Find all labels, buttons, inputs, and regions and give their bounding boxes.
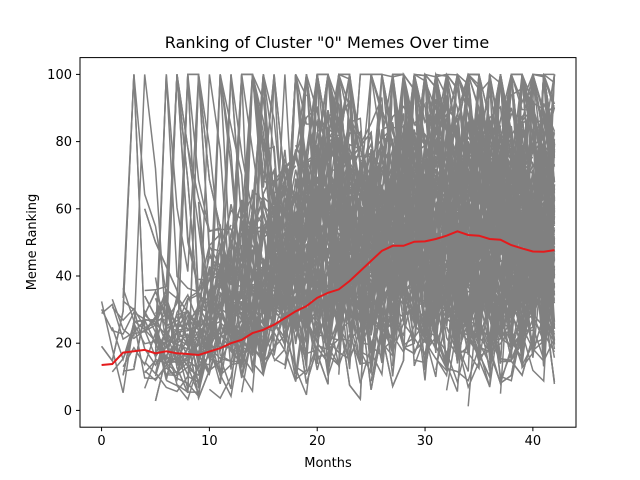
meme-line: [251, 130, 394, 355]
y-axis: 0 20 40 60 80 100: [47, 68, 80, 419]
meme-lines: [100, 71, 556, 407]
meme-line: [154, 215, 329, 378]
plot-area: [100, 71, 556, 407]
y-axis-label: Meme Ranking: [25, 194, 40, 291]
x-axis: 0 10 20 30 40: [97, 427, 541, 449]
meme-line: [230, 157, 556, 371]
x-axis-label: Months: [304, 456, 352, 471]
meme-line: [316, 74, 556, 356]
x-tick-label: 10: [201, 434, 218, 449]
y-tick-label: 80: [55, 135, 72, 150]
meme-line: [101, 74, 556, 385]
meme-line: [391, 74, 556, 314]
y-tick-label: 40: [55, 270, 72, 285]
x-tick-label: 20: [309, 434, 326, 449]
chart-title: Ranking of Cluster "0" Memes Over time: [165, 33, 489, 52]
y-tick-label: 0: [64, 404, 72, 419]
y-tick-label: 20: [55, 337, 72, 352]
mean-line-group: [101, 230, 555, 366]
meme-line: [359, 73, 556, 362]
meme-line: [251, 74, 556, 367]
meme-line: [154, 74, 491, 402]
meme-line: [316, 73, 556, 385]
meme-line: [284, 74, 556, 355]
meme-line: [187, 74, 362, 384]
x-tick-label: 0: [97, 434, 105, 449]
y-tick-label: 60: [55, 202, 72, 217]
x-tick-label: 40: [525, 434, 542, 449]
meme-line: [338, 204, 372, 356]
meme-line: [251, 73, 556, 334]
meme-line: [154, 294, 200, 349]
meme-line: [154, 74, 308, 393]
y-tick-label: 100: [47, 68, 72, 83]
meme-line: [144, 74, 232, 394]
meme-line: [294, 145, 394, 367]
plot-frame: [79, 57, 577, 428]
x-tick-label: 30: [417, 434, 434, 449]
meme-line: [273, 73, 556, 385]
meme-line: [445, 74, 556, 380]
mean-ranking-line: [101, 230, 555, 366]
meme-line: [166, 244, 243, 377]
